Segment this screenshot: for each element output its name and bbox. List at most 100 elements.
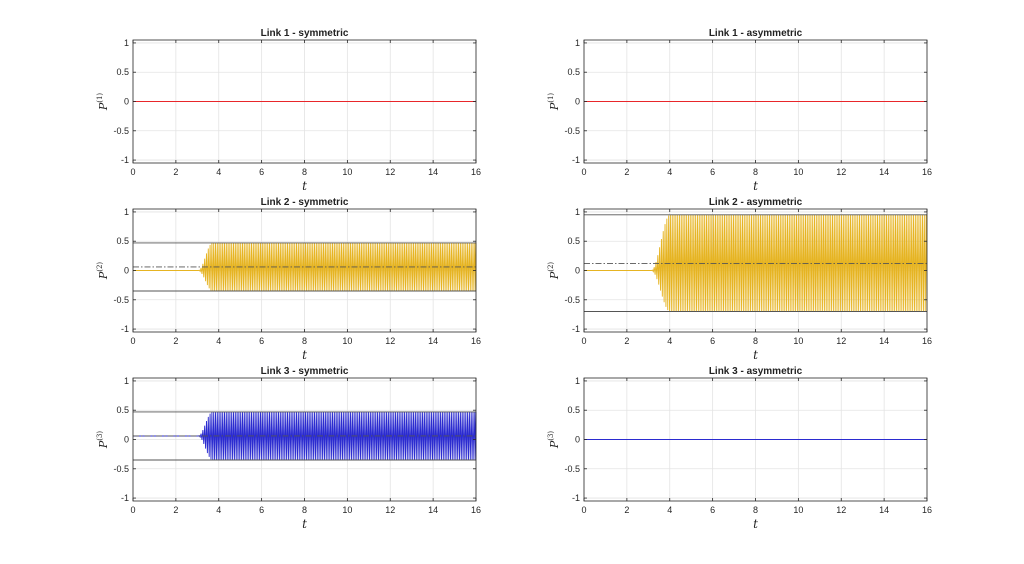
x-tick-label: 10 — [793, 505, 803, 515]
x-tick-label: 2 — [173, 167, 178, 177]
subplot-4: 0 2 4 6 8 10 12 14 16 -1 -0.5 0 0.5 1 Link 2 - asymmet… — [547, 197, 932, 362]
x-axis-label: t — [753, 517, 758, 531]
y-axis-label-main: P — [548, 102, 561, 111]
y-axis-label: P(1) — [547, 93, 561, 112]
y-tick-label: -0.5 — [564, 295, 580, 305]
y-tick-label: 0 — [575, 266, 580, 276]
x-tick-label: 14 — [879, 505, 889, 515]
x-tick-label: 8 — [753, 336, 758, 346]
y-tick-label: 1 — [575, 207, 580, 217]
x-tick-label: 16 — [471, 167, 481, 177]
y-tick-label: 0.5 — [567, 236, 580, 246]
x-tick-label: 0 — [581, 167, 586, 177]
x-tick-label: 14 — [879, 336, 889, 346]
x-tick-label: 2 — [624, 167, 629, 177]
x-tick-label: 6 — [259, 505, 264, 515]
x-tick-label: 12 — [836, 336, 846, 346]
y-tick-label: 0.5 — [116, 405, 129, 415]
x-tick-label: 14 — [428, 167, 438, 177]
x-tick-label: 2 — [173, 505, 178, 515]
x-axis-label: t — [302, 348, 307, 362]
x-tick-label: 0 — [130, 336, 135, 346]
subplot-1: 0 2 4 6 8 10 12 14 16 -1 -0.5 0 0.5 1 Link 1 - symmetr… — [96, 28, 481, 193]
y-axis-label-superscript: (1) — [547, 93, 555, 103]
y-tick-label: -0.5 — [564, 464, 580, 474]
y-tick-label: 0.5 — [567, 405, 580, 415]
x-tick-label: 2 — [624, 505, 629, 515]
x-tick-label: 10 — [342, 167, 352, 177]
y-tick-label: 0 — [124, 266, 129, 276]
y-axis-label-superscript: (3) — [96, 431, 104, 441]
x-tick-label: 16 — [471, 336, 481, 346]
y-axis-label-main: P — [548, 440, 561, 449]
x-tick-label: 0 — [581, 336, 586, 346]
x-tick-label: 6 — [710, 167, 715, 177]
y-tick-label: 1 — [575, 376, 580, 386]
x-tick-label: 8 — [302, 167, 307, 177]
x-tick-label: 6 — [710, 336, 715, 346]
y-axis-label-superscript: (3) — [547, 431, 555, 441]
x-axis-label: t — [753, 348, 758, 362]
x-tick-label: 4 — [216, 336, 221, 346]
x-tick-label: 8 — [302, 336, 307, 346]
y-axis-label-main: P — [97, 440, 110, 449]
y-axis-label: P(1) — [96, 93, 110, 112]
x-tick-label: 2 — [173, 336, 178, 346]
y-tick-label: -1 — [572, 155, 580, 165]
y-axis-label-main: P — [97, 271, 110, 280]
x-tick-label: 6 — [259, 167, 264, 177]
subplot-3: 0 2 4 6 8 10 12 14 16 -1 -0.5 0 0.5 1 Link 2 - symmetr… — [96, 197, 481, 362]
y-tick-label: -1 — [572, 493, 580, 503]
y-tick-label: -1 — [572, 324, 580, 334]
y-axis-label: P(3) — [96, 431, 110, 450]
x-axis-label: t — [302, 517, 307, 531]
x-tick-label: 12 — [385, 505, 395, 515]
y-tick-label: 0 — [575, 435, 580, 445]
subplot-title: Link 2 - symmetric — [261, 197, 349, 208]
y-tick-label: 0.5 — [116, 67, 129, 77]
y-tick-label: 0 — [124, 97, 129, 107]
subplot-2: 0 2 4 6 8 10 12 14 16 -1 -0.5 0 0.5 1 Link 1 - asymmet… — [547, 28, 932, 193]
x-tick-label: 0 — [130, 167, 135, 177]
x-tick-label: 16 — [922, 505, 932, 515]
x-tick-label: 10 — [793, 167, 803, 177]
x-tick-label: 4 — [216, 505, 221, 515]
y-axis-label-superscript: (2) — [547, 262, 555, 272]
x-tick-label: 12 — [385, 336, 395, 346]
x-tick-label: 10 — [342, 505, 352, 515]
x-tick-label: 8 — [753, 505, 758, 515]
y-tick-label: -0.5 — [564, 126, 580, 136]
y-tick-label: 1 — [124, 376, 129, 386]
y-axis-label: P(2) — [96, 262, 110, 281]
y-tick-label: -0.5 — [113, 295, 129, 305]
y-axis-label-superscript: (1) — [96, 93, 104, 103]
x-tick-label: 4 — [667, 167, 672, 177]
y-axis-label: P(2) — [547, 262, 561, 281]
y-tick-label: 1 — [124, 207, 129, 217]
y-tick-label: -1 — [121, 493, 129, 503]
x-tick-label: 8 — [302, 505, 307, 515]
x-tick-label: 2 — [624, 336, 629, 346]
subplot-title: Link 2 - asymmetric — [709, 197, 803, 208]
x-tick-label: 6 — [710, 505, 715, 515]
y-tick-label: 0.5 — [567, 67, 580, 77]
x-tick-label: 6 — [259, 336, 264, 346]
y-tick-label: -0.5 — [113, 126, 129, 136]
y-tick-label: -1 — [121, 155, 129, 165]
y-tick-label: 0 — [575, 97, 580, 107]
y-tick-label: 0 — [124, 435, 129, 445]
x-tick-label: 14 — [428, 336, 438, 346]
x-tick-label: 4 — [667, 336, 672, 346]
subplot-title: Link 3 - asymmetric — [709, 366, 803, 377]
x-tick-label: 8 — [753, 167, 758, 177]
y-tick-label: 1 — [575, 38, 580, 48]
x-tick-label: 16 — [922, 167, 932, 177]
x-tick-label: 14 — [879, 167, 889, 177]
x-tick-label: 4 — [667, 505, 672, 515]
subplot-title: Link 3 - symmetric — [261, 366, 349, 377]
x-axis-label: t — [302, 179, 307, 193]
subplot-title: Link 1 - symmetric — [261, 28, 349, 39]
x-axis-label: t — [753, 179, 758, 193]
x-tick-label: 14 — [428, 505, 438, 515]
